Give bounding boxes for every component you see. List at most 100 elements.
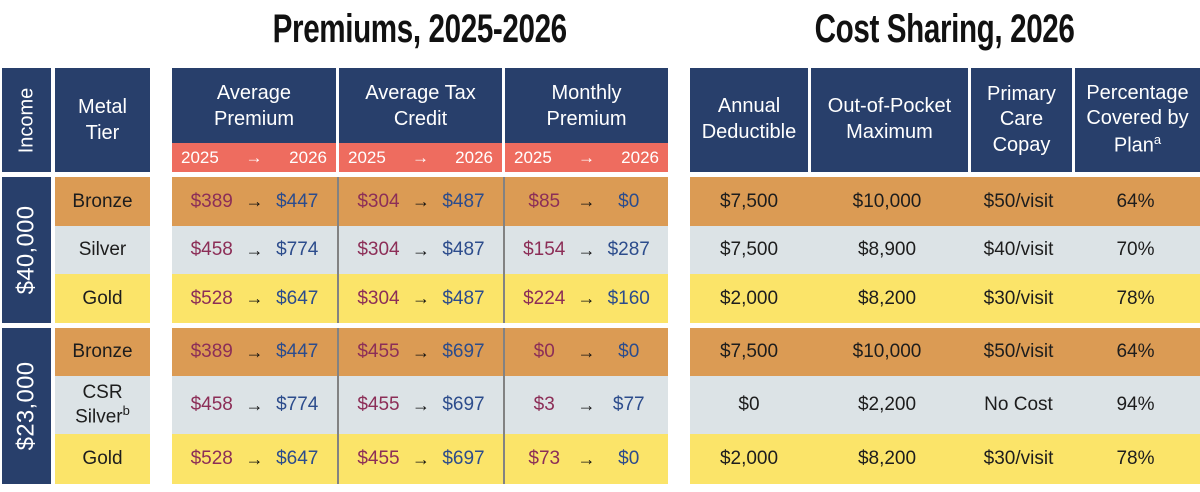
premiums-row-band: $528 → $647 $455 → $697 $73 → $0	[172, 434, 668, 484]
avg-premium-cell: $458 → $774	[172, 226, 337, 274]
value-2026: $487	[442, 190, 485, 212]
deductible-column-header: Annual Deductible	[690, 68, 808, 172]
arrow-icon: →	[412, 394, 430, 415]
value-2025: $389	[190, 190, 233, 212]
copay-cell: $30/visit	[983, 448, 1054, 469]
year-from: 2025	[181, 147, 219, 167]
arrow-icon: →	[245, 239, 264, 260]
deductible-cell: $7,500	[719, 239, 779, 260]
column-separator	[337, 328, 339, 376]
metal-tier-label-line1: CSR	[82, 381, 123, 403]
value-2025: $304	[357, 287, 400, 309]
cost-sharing-row-band: $2,000 $8,200 $30/visit 78%	[690, 274, 1200, 323]
pct-covered-column-header: Percentage Covered by Plana	[1075, 68, 1200, 172]
column-separator	[337, 434, 339, 484]
arrow-icon: →	[412, 288, 430, 308]
premiums-row-band: $458 → $774 $304 → $487 $154 → $287	[172, 226, 668, 274]
column-separator	[337, 226, 339, 274]
value-2026: $160	[607, 287, 650, 309]
pct-covered-cell: 78%	[1116, 287, 1155, 309]
value-2026: $0	[618, 448, 640, 469]
avg-premium-cell: $458 → $774	[172, 376, 337, 434]
copay-cell: $40/visit	[983, 239, 1054, 260]
arrow-icon: →	[577, 394, 596, 415]
arrow-icon: →	[577, 448, 596, 469]
avg-premium-cell: $528 → $647	[172, 434, 337, 484]
tax-credit-cell: $304 → $487	[339, 177, 503, 226]
arrow-icon: →	[577, 288, 596, 308]
value-2026: $774	[276, 394, 319, 415]
metal-tier-cell: Bronze	[55, 177, 150, 226]
value-2025: $224	[523, 287, 566, 309]
value-2025: $304	[357, 190, 400, 212]
arrow-icon: →	[412, 191, 430, 211]
metal-tier-cell: Silver	[55, 226, 150, 274]
avg-premium-cell: $389 → $447	[172, 177, 337, 226]
metal-tier-label: Bronze	[72, 341, 133, 363]
monthly-premium-cell: $73 → $0	[505, 434, 668, 484]
value-2026: $287	[607, 239, 650, 260]
deductible-cell: $7,500	[719, 190, 779, 212]
pct-covered-cell: 70%	[1116, 239, 1155, 260]
value-2025: $73	[528, 448, 561, 469]
value-2026: $697	[442, 448, 485, 469]
arrow-icon: →	[245, 341, 264, 362]
oop-max-cell: $8,200	[857, 287, 917, 309]
avg-premium-cell: $389 → $447	[172, 328, 337, 376]
cost-sharing-row-band: $7,500 $10,000 $50/visit 64%	[690, 328, 1200, 376]
value-2025: $85	[528, 190, 561, 212]
avg-premium-header-label: Average Premium	[213, 81, 294, 130]
copay-column-header: Primary Care Copay	[971, 68, 1072, 172]
table-row: Bronze $389 → $447 $304 → $487 $85 → $0 …	[0, 177, 1200, 226]
value-2026: $447	[276, 341, 319, 362]
value-2026: $77	[612, 394, 645, 415]
pct-covered-cell: 78%	[1116, 448, 1155, 469]
column-separator	[503, 328, 505, 376]
table-row: Silver $458 → $774 $304 → $487 $154 → $2…	[0, 226, 1200, 274]
cost-sharing-section: Cost Sharing, 2026	[690, 0, 1200, 58]
value-2025: $528	[190, 448, 233, 469]
deductible-cell: $0	[738, 394, 760, 415]
oop-max-cell: $10,000	[852, 190, 922, 212]
monthly-premium-cell: $154 → $287	[505, 226, 668, 274]
deductible-header-label: Annual Deductible	[701, 95, 797, 143]
value-2026: $0	[618, 341, 640, 362]
avg-premium-header-label-box: Average Premium	[172, 68, 336, 143]
monthly-premium-cell: $85 → $0	[505, 177, 668, 226]
oop-max-cell: $8,200	[857, 448, 917, 469]
oop-max-cell: $10,000	[852, 341, 922, 362]
tax-credit-year-row: 2025 → 2026	[339, 143, 502, 172]
premiums-row-band: $458 → $774 $455 → $697 $3 → $77	[172, 376, 668, 434]
monthly-premium-column-header: Monthly Premium 2025 → 2026	[505, 68, 668, 172]
pct-covered-header-label-box: Percentage Covered by Plana	[1079, 81, 1196, 159]
table-row: CSR Silverb $458 → $774 $455 → $697 $3 →…	[0, 376, 1200, 434]
copay-header-label: Primary Care Copay	[987, 82, 1056, 156]
arrow-icon: →	[578, 147, 595, 167]
value-2025: $455	[357, 341, 400, 362]
value-2025: $455	[357, 448, 400, 469]
arrow-icon: →	[577, 341, 596, 362]
tax-credit-header-label-box: Average Tax Credit	[339, 68, 502, 143]
table-row: Gold $528 → $647 $455 → $697 $73 → $0 $2…	[0, 434, 1200, 484]
value-2025: $389	[190, 341, 233, 362]
table-row: Gold $528 → $647 $304 → $487 $224 → $160…	[0, 274, 1200, 323]
copay-cell: $30/visit	[983, 287, 1054, 309]
value-2026: $447	[276, 190, 319, 212]
arrow-icon: →	[412, 147, 429, 167]
cost-sharing-row-band: $2,000 $8,200 $30/visit 78%	[690, 434, 1200, 484]
oop-max-cell: $8,900	[857, 239, 917, 260]
value-2026: $647	[276, 287, 319, 309]
arrow-icon: →	[577, 191, 596, 211]
cost-sharing-row-band: $0 $2,200 No Cost 94%	[690, 376, 1200, 434]
monthly-premium-cell: $224 → $160	[505, 274, 668, 323]
tax-credit-cell: $304 → $487	[339, 226, 503, 274]
metal-tier-label: Silver	[78, 239, 127, 261]
copay-cell: $50/visit	[983, 341, 1054, 362]
value-2025: $528	[190, 287, 233, 309]
income-group-23000: $23,000	[2, 328, 51, 484]
metal-tier-cell: Gold	[55, 274, 150, 323]
monthly-premium-year-row: 2025 → 2026	[505, 143, 668, 172]
monthly-premium-cell: $0 → $0	[505, 328, 668, 376]
cost-sharing-title: Cost Sharing, 2026	[815, 6, 1075, 51]
